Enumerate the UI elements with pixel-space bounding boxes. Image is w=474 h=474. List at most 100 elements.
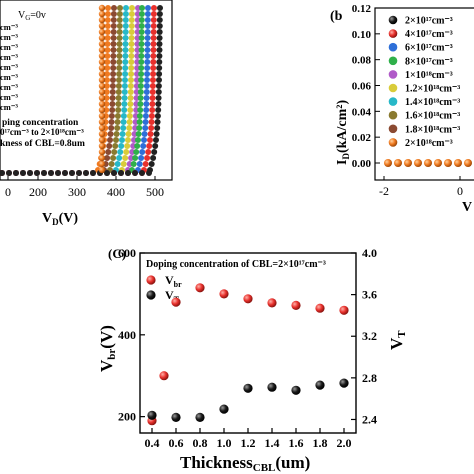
curve-a-point <box>110 41 117 47</box>
curve-a-point <box>137 107 144 113</box>
curve-a-point <box>143 89 150 95</box>
curve-a-point <box>109 101 116 107</box>
curve-a-point <box>138 77 144 83</box>
curve-a-point <box>138 59 145 65</box>
curve-a-point <box>147 131 154 137</box>
curve-a-point <box>120 161 127 167</box>
panel-a-x-label: VD(V) <box>42 211 78 227</box>
curve-a-point <box>118 170 124 176</box>
curve-a-point <box>150 11 157 17</box>
panel-a-legend-label: cm⁻³ <box>0 72 18 82</box>
panel-b-legend-label: 1.4×10¹⁸cm⁻³ <box>405 97 460 108</box>
curve-a-point <box>104 59 111 65</box>
curve-a-point <box>134 143 141 149</box>
curve-a-point <box>150 155 157 161</box>
vt-point <box>267 382 277 392</box>
panel-a-frame <box>0 0 173 181</box>
curve-a-point <box>136 125 143 131</box>
panel-b-legend-label: 2×10¹⁷cm⁻³ <box>405 16 453 27</box>
curve-a-point <box>148 161 155 167</box>
curve-a-point <box>116 17 123 23</box>
curve-a-point <box>111 170 117 176</box>
panel-b-legend-marker <box>388 97 398 106</box>
curve-a-point <box>98 16 106 24</box>
curve-a-point <box>98 130 106 138</box>
panel-b-y-tick-label: 0.12 <box>352 3 372 15</box>
curve-a-point <box>149 89 156 95</box>
panel-a-x-tick-label: 200 <box>29 185 47 199</box>
curve-a-point <box>34 170 40 176</box>
curve-a-point <box>128 53 135 59</box>
curve-a-point <box>153 137 159 143</box>
curve-a-point <box>145 149 152 155</box>
curve-a-point <box>110 47 117 53</box>
curve-a-point <box>111 5 117 11</box>
curve-a-point <box>132 155 139 161</box>
curve-a-point <box>156 11 163 17</box>
vbr-point <box>159 371 169 381</box>
curve-a-point <box>76 170 82 176</box>
panel-c-y-left-tick-label: 600 <box>118 246 136 260</box>
curve-a-point <box>144 65 151 71</box>
curve-a-point <box>110 77 116 83</box>
vbr-point <box>243 294 253 304</box>
curve-a-point <box>144 29 151 35</box>
curve-a-point <box>98 106 106 114</box>
curve-a-point <box>13 170 19 176</box>
curve-a-point <box>138 47 145 53</box>
curve-a-point <box>98 64 106 72</box>
curve-a-point <box>150 77 156 83</box>
curve-a-point <box>116 59 123 65</box>
curve-a-point <box>104 170 110 176</box>
curve-a-point <box>143 101 150 107</box>
vt-point <box>339 378 349 388</box>
curve-a-point <box>104 35 111 41</box>
curve-a-point <box>156 77 162 83</box>
panel-b-legend-marker <box>388 56 398 66</box>
curve-a-point <box>137 83 144 89</box>
curve-a-point <box>122 29 129 35</box>
panel-b-y-label: ID(kA/cm²) <box>335 100 351 165</box>
curve-a-point <box>126 113 133 119</box>
panel-c-y-right-label: VT <box>387 330 408 350</box>
curve-a-point <box>108 125 115 131</box>
panel-a-x-tick-label: 300 <box>68 185 86 199</box>
curve-a-point <box>98 112 106 120</box>
curve-a-point <box>110 35 117 41</box>
curve-a-point <box>98 82 106 90</box>
curve-a-point <box>150 59 157 65</box>
curve-a-point <box>116 41 123 47</box>
curve-a-point <box>116 11 123 17</box>
curve-a-point <box>155 101 162 107</box>
curve-a-point <box>113 131 120 137</box>
curve-a-point <box>103 89 110 95</box>
curve-a-point <box>20 170 26 176</box>
panel-b-legend-label: 1.2×10¹⁸cm⁻³ <box>405 84 460 95</box>
curve-a-point <box>144 35 151 41</box>
curve-a-point <box>129 5 135 11</box>
curve-a-point <box>122 77 128 83</box>
panel-b-legend-label: 6×10¹⁷cm⁻³ <box>405 43 453 54</box>
curve-a-point <box>98 4 106 12</box>
panel-a-legend-label: cm⁻³ <box>0 32 18 42</box>
curve-a-point <box>105 5 111 11</box>
curve-a-point <box>110 23 117 29</box>
curve-a-point <box>156 59 163 65</box>
curve-a-point <box>122 53 129 59</box>
vbr-point <box>315 303 325 313</box>
panel-b-legend-label: 1.8×10¹⁸cm⁻³ <box>405 124 460 135</box>
curve-a-point <box>122 59 129 65</box>
panel-b-legend-marker <box>388 70 398 79</box>
curve-a-point <box>104 71 111 77</box>
panel-c-x-tick-label: 1.6 <box>289 436 304 450</box>
panel-c-y-left-tick-label: 200 <box>118 410 136 424</box>
panel-a-x-tick-label: 500 <box>146 185 164 199</box>
panel-a-legend-label: cm⁻³ <box>0 102 18 112</box>
curve-a-point <box>138 65 145 71</box>
panel-b-legend-marker <box>388 83 398 93</box>
curve-a-point <box>123 149 130 155</box>
panel-a-legend-label: cm⁻³ <box>0 82 18 92</box>
curve-a-point <box>121 89 128 95</box>
curve-a-point <box>132 170 138 176</box>
curve-a-point <box>98 76 106 84</box>
